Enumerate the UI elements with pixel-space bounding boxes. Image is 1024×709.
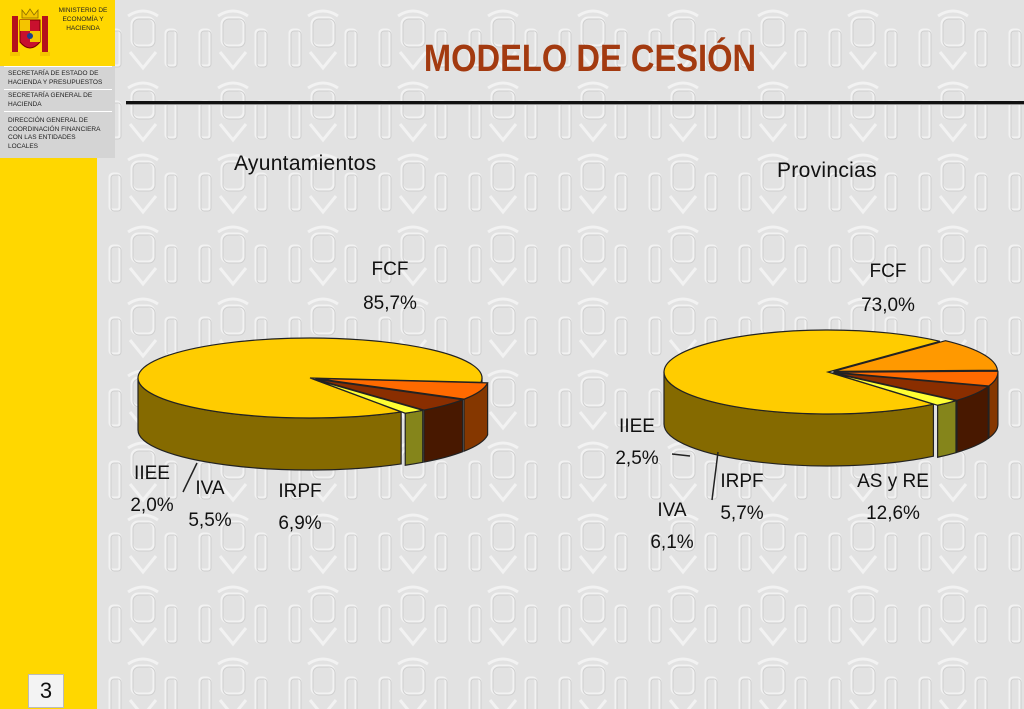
ministry-line: ECONOMÍA Y [62,16,104,23]
pie-ayuntamientos [137,337,489,471]
org-line: SECRETARÍA GENERAL DE [8,92,93,99]
label-leaders [182,451,719,501]
slice-name: IRPF [720,471,764,492]
slice-label-irpf: IRPF 6,9% [278,481,321,535]
org-secretaria-general: SECRETARÍA GENERAL DE HACIENDA [8,92,112,109]
page-number: 3 [28,674,64,708]
leader-line [671,453,691,457]
leader-line [711,451,719,501]
slice-label-iva: IVA 5,5% [188,478,231,532]
slice-name: FCF [371,259,409,280]
slice-value: 6,9% [278,513,322,534]
slice-label-fcf: FCF 85,7% [363,259,417,315]
pie-side-iiee [937,399,957,459]
title-rule-shadow [126,104,1024,105]
slice-label-iva: IVA 6,1% [650,500,693,554]
org-line: COORDINACIÓN FINANCIERA [8,125,101,133]
slice-name: IRPF [278,481,322,502]
slice-value: 2,5% [615,448,659,469]
coat-of-arms-icon [10,8,50,56]
ministry-line: MINISTERIO DE [58,7,108,14]
pie-slice-fcf [137,337,483,419]
slice-value: 12,6% [866,503,920,524]
pie-slice-irpf [833,370,999,387]
slice-value: 5,7% [720,503,764,524]
slice-label-iiee: IIEE 2,0% [130,463,173,517]
slide-title: MODELO DE CESIÓN [423,38,757,80]
pie-slice-as-y-re [833,340,999,372]
slice-label-iiee: IIEE 2,5% [615,416,658,470]
slice-label-irpf: IRPF 5,7% [720,471,763,525]
pie-slice-irpf [316,377,489,400]
slice-name: IVA [195,478,225,499]
slice-name: IVA [657,500,687,521]
leader-line [182,462,198,493]
slice-name: IIEE [134,463,170,484]
org-line: LOCALES [8,142,38,150]
slice-value: 5,5% [188,510,232,531]
org-secretaria-estado: SECRETARÍA DE ESTADO DE HACIENDA Y PRESU… [8,70,112,87]
chart-title-ayuntamientos: Ayuntamientos [234,152,377,175]
ministry-line: HACIENDA [66,25,100,32]
slice-value: 2,0% [130,495,174,516]
chart-title-provincias: Provincias [777,159,877,182]
slice-label-fcf: FCF 73,0% [861,261,915,317]
pie-side-iiee [404,409,424,466]
org-divider [4,66,112,67]
ministry-name: MINISTERIO DE ECONOMÍA Y HACIENDA [52,6,114,33]
slice-value: 85,7% [363,293,417,314]
slice-name: FCF [869,261,907,282]
pie-slice-iiee [313,378,423,414]
org-direccion-general: DIRECCIÓN GENERAL DE COORDINACIÓN FINANC… [8,117,112,151]
org-line: HACIENDA Y PRESUPUESTOS [8,78,103,86]
pie-slice-iva [315,378,466,411]
slice-label-as-y-re: AS y RE 12,6% [857,471,929,525]
title-rule [126,101,1024,104]
org-line: SECRETARÍA DE ESTADO DE [8,70,99,77]
org-divider [4,111,112,112]
org-line: CON LAS ENTIDADES [8,134,76,141]
pie-slice-fcf [663,329,941,415]
org-divider [4,89,112,90]
slice-name: IIEE [619,416,655,437]
org-line: HACIENDA [8,100,42,108]
pie-provincias [663,329,999,467]
slice-value: 6,1% [650,532,694,553]
slice-value: 73,0% [861,295,915,316]
org-line: DIRECCIÓN GENERAL DE [8,117,88,124]
slice-name: AS y RE [857,471,929,492]
pie-slice-iiee [832,372,959,406]
